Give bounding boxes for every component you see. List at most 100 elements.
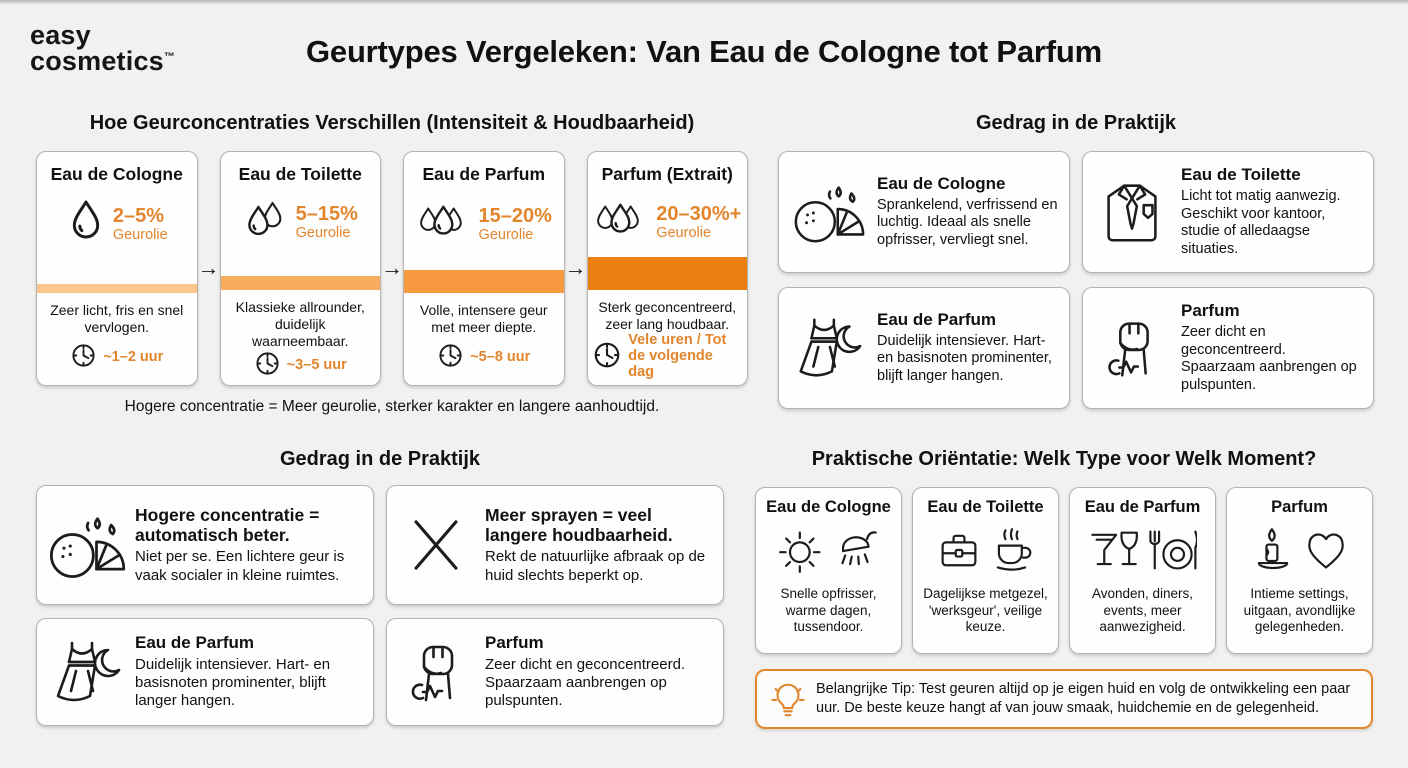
section-heading-concentrations: Hoe Geurconcentraties Verschillen (Inten…: [89, 112, 695, 134]
card-description: Zeer dicht en geconcentreerd. Spaarzaam …: [485, 655, 686, 710]
three-drops-icon: [416, 197, 472, 252]
section-behavior-right: Gedrag in de Praktijk Eau de Cologne Spr…: [778, 112, 1374, 409]
card-eau-de-toilette-concentration: Eau de Toilette 5–15% Geurolie Klassieke…: [219, 151, 381, 386]
section-heading-behavior-right: Gedrag in de Praktijk: [975, 112, 1177, 134]
arrow-right-icon: →: [197, 255, 220, 280]
card-description: Snelle opfrisser, warme dagen, tussendoo…: [780, 586, 877, 635]
card-title: Eau de Cologne: [50, 164, 183, 184]
dress-moon-icon: [37, 632, 135, 712]
oil-percent: 5–15%: [295, 203, 358, 225]
page-title: Geurtypes Vergeleken: Van Eau de Cologne…: [305, 34, 1102, 69]
oil-label: Geurolie: [295, 225, 351, 241]
concentration-bar: [220, 276, 380, 290]
section-behavior-left: Gedrag in de Praktijk Hogere concentrati…: [36, 448, 724, 726]
card-description: Sprankelend, verfrissend en luchtig. Ide…: [877, 196, 1058, 249]
card-parfum-edp-behavior-2: Eau de Parfum Duidelijk intensiever. Har…: [36, 618, 374, 726]
tip-text: Belangrijke Tip: Test geuren altijd op j…: [816, 681, 1351, 716]
card-myth-concentration: Hogere concentratie = automatisch beter.…: [36, 485, 374, 605]
arrow-right-icon: →: [564, 255, 587, 280]
duration-label: ~5–8 uur: [470, 349, 531, 366]
drinks-icon: [1088, 526, 1140, 579]
card-title: Eau de Toilette: [927, 498, 1044, 516]
clock-icon: [70, 342, 97, 374]
section-heading-orientation: Praktische Oriëntatie: Welk Type voor We…: [811, 448, 1317, 470]
concentration-caption: Hogere concentratie = Meer geurolie, ste…: [124, 398, 660, 415]
card-moment-toilette: Eau de Toilette Dagelijkse metgezel, 'we…: [912, 487, 1059, 654]
dress-moon-icon: [779, 309, 877, 387]
card-toilette-behavior: Eau de Toilette Licht tot matig aanwezig…: [1082, 151, 1374, 273]
card-moment-edp: Eau de Parfum Avonden, diners, events, m…: [1069, 487, 1216, 654]
card-eau-de-parfum-concentration: Eau de Parfum 15–20% Geurolie Volle, int…: [403, 151, 565, 386]
card-title: Eau de Cologne: [877, 174, 1006, 194]
card-title: Hogere concentratie = automatisch beter.: [135, 505, 320, 546]
card-cologne-behavior: Eau de Cologne Sprankelend, verfrissend …: [778, 151, 1070, 273]
card-description: Zeer dicht en geconcentreerd. Spaarzaam …: [1181, 323, 1357, 393]
fist-pulse-icon: [387, 632, 485, 712]
clock-icon: [437, 342, 464, 374]
card-title: Parfum (Extrait): [601, 164, 733, 184]
concentration-cards-row: Eau de Cologne 2–5% Geurolie Zeer licht,…: [36, 151, 748, 386]
duration-label: ~3–5 uur: [286, 357, 347, 374]
duration-label: ~1–2 uur: [103, 349, 164, 366]
card-description: Rekt de natuurlijke afbraak op de huid s…: [485, 548, 706, 584]
card-moment-parfum: Parfum Intieme settings, uitgaan, avondl…: [1226, 487, 1373, 654]
card-title: Eau de Cologne: [766, 498, 891, 516]
card-parfum-behavior-2: Parfum Zeer dicht en geconcentreerd. Spa…: [386, 618, 724, 726]
oil-label: Geurolie: [112, 226, 168, 243]
card-description: Klassieke allrounder, duidelijk waarneem…: [235, 299, 365, 350]
fist-pulse-icon: [1083, 309, 1181, 387]
oil-percent: 15–20%: [478, 204, 552, 227]
shirt-tie-icon: [1083, 173, 1181, 251]
card-title: Eau de Toilette: [1181, 165, 1301, 185]
card-title: Meer sprayen = veel langere houdbaarheid…: [485, 505, 673, 546]
card-description: Duidelijk intensiever. Hart- en basisnot…: [135, 655, 331, 710]
briefcase-icon: [935, 526, 983, 579]
heart-icon: [1302, 526, 1350, 579]
card-description: Duidelijk intensiever. Hart- en basisnot…: [877, 332, 1052, 385]
lightbulb-icon: [769, 680, 807, 718]
card-title: Parfum: [1271, 498, 1328, 516]
card-parfum-behavior: Parfum Zeer dicht en geconcentreerd. Spa…: [1082, 287, 1374, 409]
concentration-bar: [587, 257, 747, 290]
sun-icon: [778, 526, 826, 579]
brand-line2: cosmetics: [30, 46, 164, 77]
lemon-splash-icon: [779, 173, 877, 251]
card-description: Licht tot matig aanwezig. Geschikt voor …: [1181, 187, 1341, 257]
card-description: Niet per se. Een lichtere geur is vaak s…: [135, 548, 345, 584]
oil-percent: 20–30%+: [656, 203, 742, 225]
lemon-splash-icon: [37, 503, 135, 587]
card-title: Eau de Parfum: [135, 633, 255, 653]
card-description: Intieme settings, uitgaan, avondlijke ge…: [1243, 586, 1356, 635]
section-heading-behavior-left: Gedrag in de Praktijk: [279, 448, 481, 470]
card-title: Parfum: [1181, 301, 1240, 321]
card-description: Zeer licht, fris en snel vervlogen.: [50, 302, 184, 336]
card-title: Eau de Parfum: [877, 310, 997, 330]
three-drops-icon: [593, 195, 649, 250]
card-title: Eau de Toilette: [238, 164, 362, 184]
trademark-symbol: ™: [163, 51, 176, 64]
oil-label: Geurolie: [478, 226, 534, 243]
card-parfum-extrait-concentration: Parfum (Extrait) 20–30%+ Geurolie Sterk …: [586, 151, 748, 386]
two-drops-icon: [243, 195, 289, 250]
clock-icon: [254, 350, 281, 382]
brand-line1: easy: [30, 20, 91, 50]
shower-icon: [831, 526, 879, 579]
dinner-plate-icon: [1145, 526, 1199, 579]
card-description: Sterk geconcentreerd, zeer lang houdbaar…: [598, 299, 737, 333]
duration-label: Vele uren / Tot de volgende dag: [628, 332, 727, 381]
card-moment-cologne: Eau de Cologne Snelle opfrisser, warme d…: [755, 487, 902, 654]
arrow-right-icon: →: [381, 255, 403, 280]
oil-label: Geurolie: [656, 225, 712, 241]
card-description: Avonden, diners, events, meer aanwezighe…: [1091, 586, 1194, 635]
x-mark-icon: [387, 503, 485, 587]
card-title: Eau de Parfum: [1084, 498, 1201, 516]
card-description: Volle, intensere geur met meer diepte.: [419, 302, 548, 336]
section-concentrations: Hoe Geurconcentraties Verschillen (Inten…: [36, 112, 748, 416]
card-title: Parfum: [485, 633, 544, 653]
candle-icon: [1249, 526, 1297, 579]
card-description: Dagelijkse metgezel, 'werksgeur', veilig…: [923, 586, 1048, 635]
section-orientation: Praktische Oriëntatie: Welk Type voor We…: [755, 448, 1373, 729]
tip-box: Belangrijke Tip: Test geuren altijd op j…: [755, 669, 1373, 729]
card-eau-de-cologne-concentration: Eau de Cologne 2–5% Geurolie Zeer licht,…: [36, 151, 198, 386]
clock-icon: [592, 340, 622, 375]
